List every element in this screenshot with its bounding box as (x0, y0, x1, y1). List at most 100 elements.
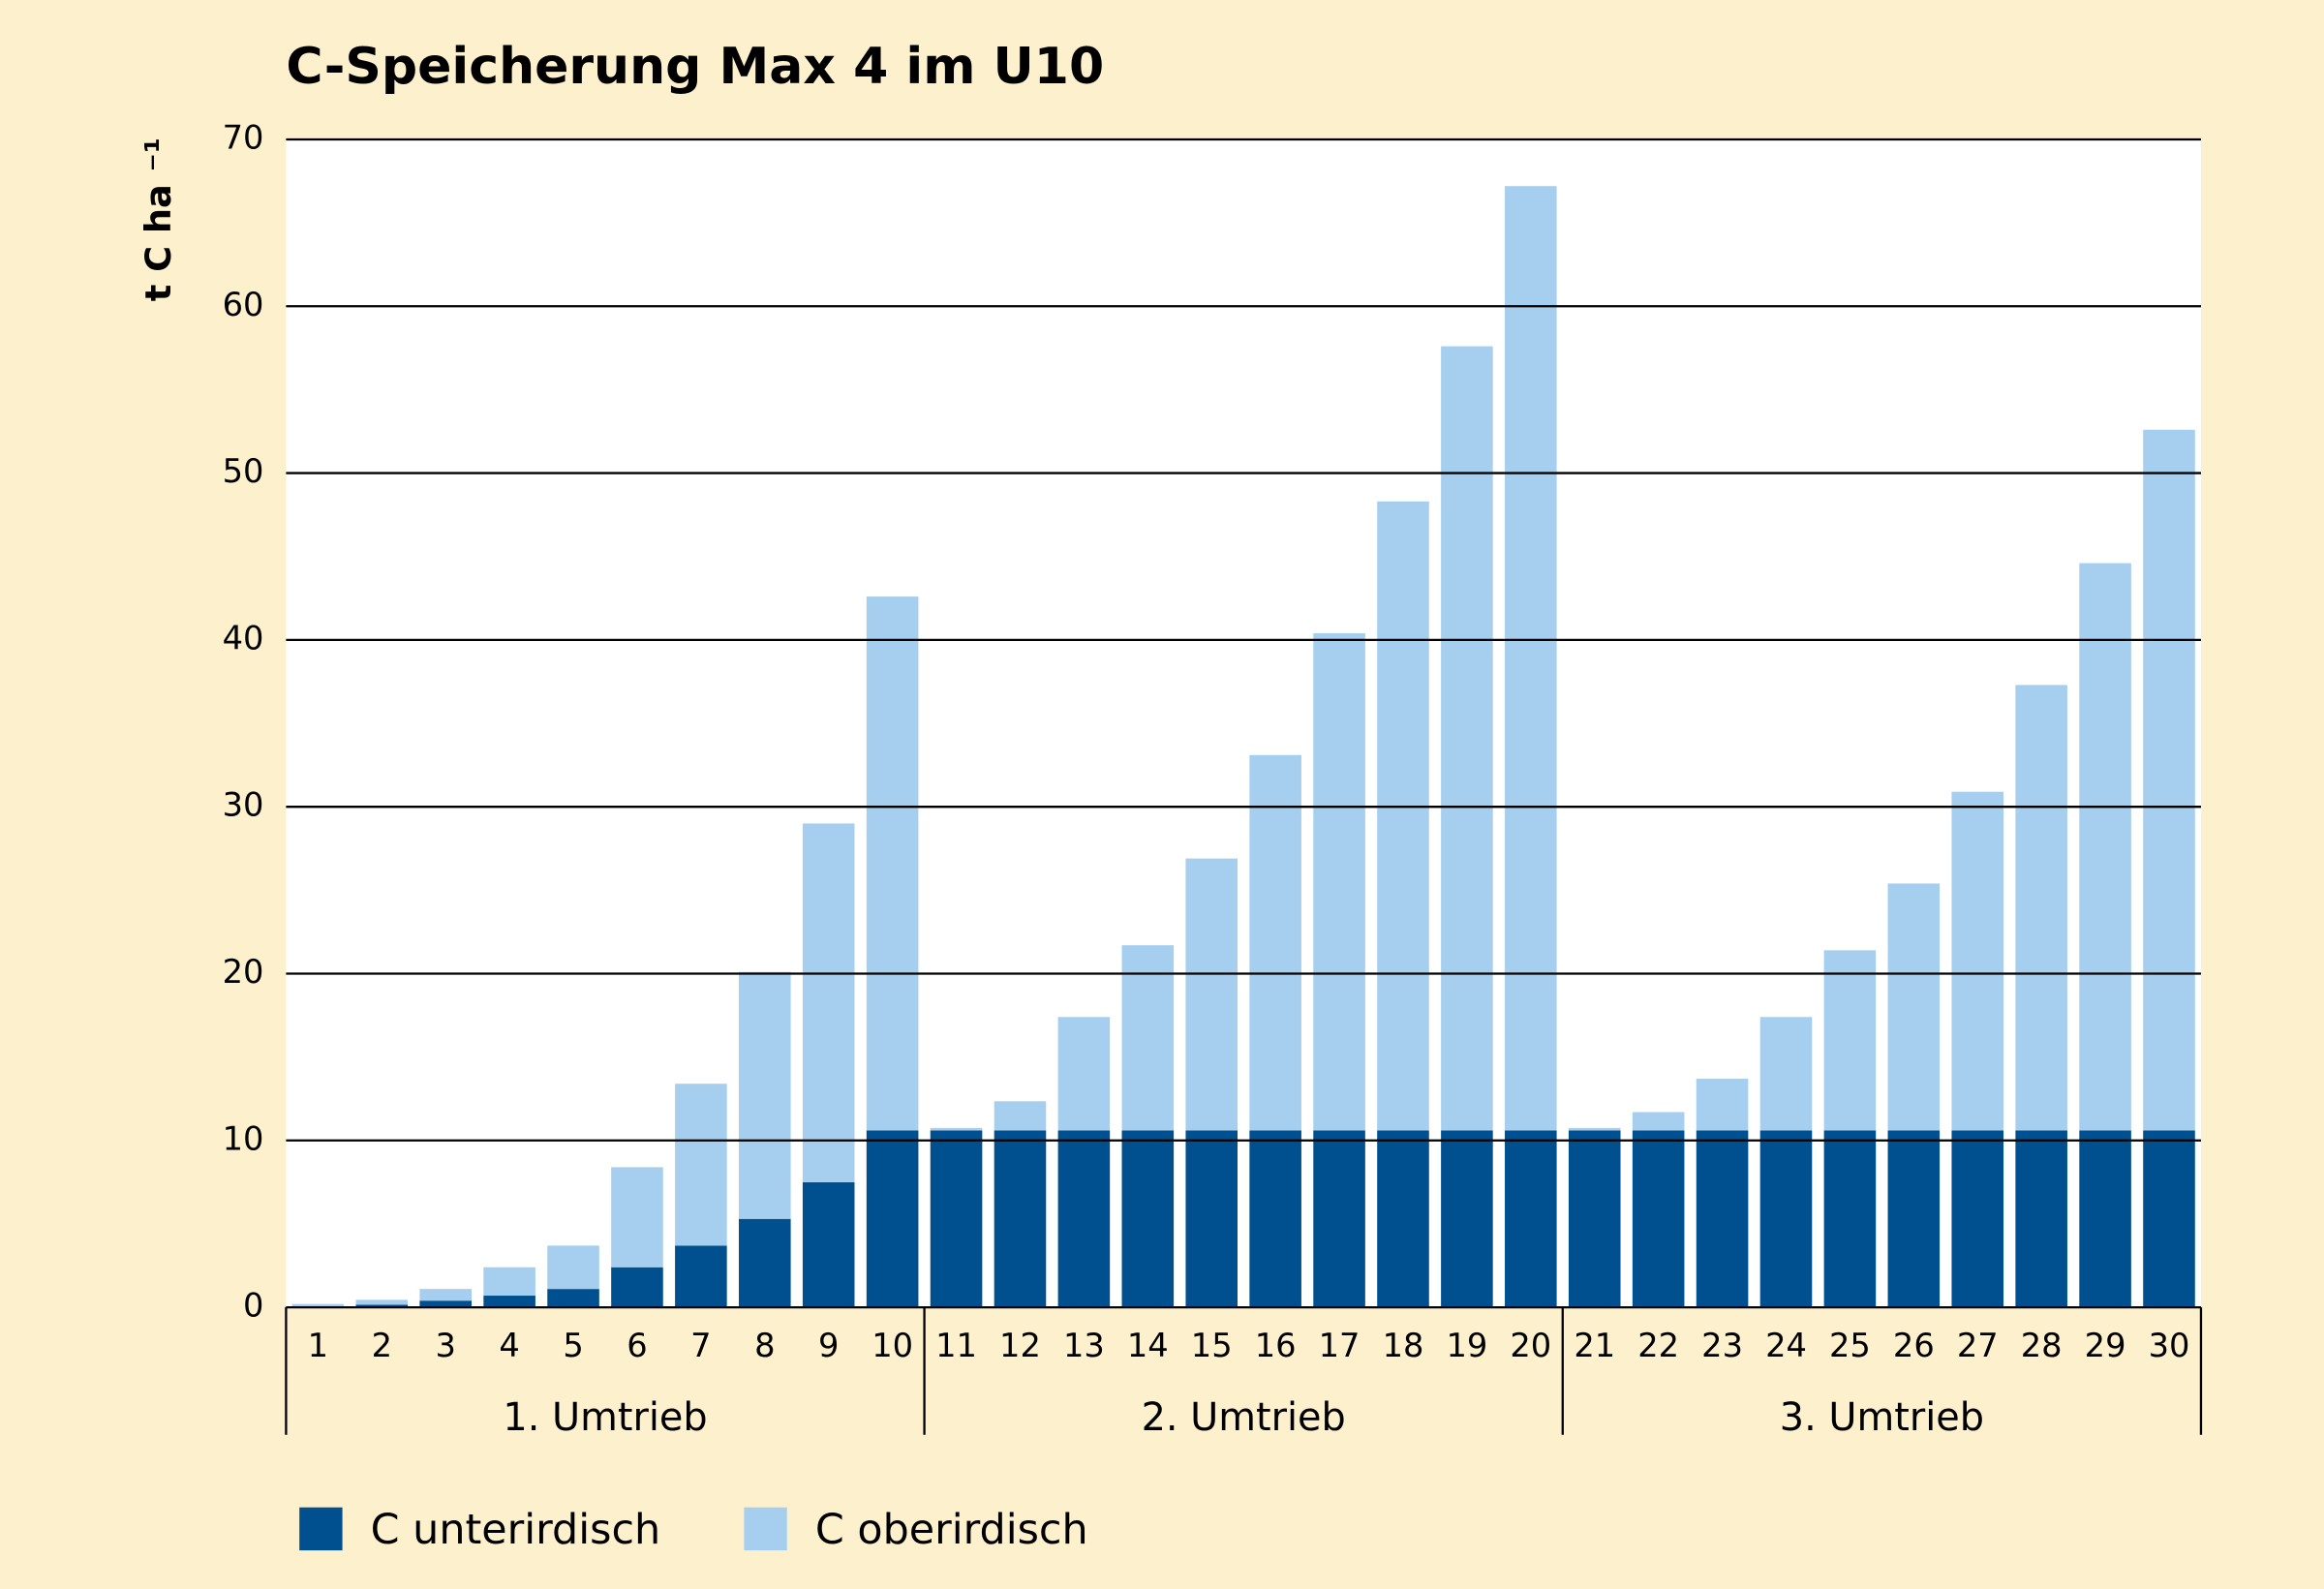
bar-segment (1441, 346, 1493, 1131)
bar-segment (1057, 1130, 1111, 1308)
x-tick-label: 16 (1255, 1327, 1297, 1364)
bar-segment (2079, 563, 2131, 1131)
x-tick-label: 15 (1191, 1327, 1233, 1364)
x-tick-label: 20 (1510, 1327, 1551, 1364)
x-tick-label: 13 (1063, 1327, 1105, 1364)
chart-title: C-Speicherung Max 4 im U10 (286, 38, 1104, 96)
bar-segment (355, 1299, 409, 1305)
x-tick-label: 24 (1765, 1327, 1807, 1364)
x-tick-label: 14 (1127, 1327, 1169, 1364)
bar-segment (2143, 1130, 2195, 1308)
bar-segment (1696, 1079, 1749, 1131)
bar-segment (930, 1127, 983, 1131)
bar-segment (419, 1289, 472, 1301)
x-tick-label: 17 (1319, 1327, 1361, 1364)
x-tick-label: 1 (308, 1327, 328, 1364)
bar-segment (802, 823, 855, 1182)
y-axis-label: t C ha ⁻¹ (138, 138, 179, 301)
bar-segment (1249, 1130, 1301, 1308)
bar-segment (1696, 1130, 1749, 1308)
group-label: 2. Umtrieb (1142, 1395, 1346, 1440)
y-tick-label: 40 (223, 619, 264, 657)
x-tick-label: 18 (1383, 1327, 1424, 1364)
legend-swatch (299, 1507, 343, 1551)
x-tick-label: 19 (1446, 1327, 1487, 1364)
bar-segment (1951, 1130, 2004, 1308)
bar-segment (547, 1289, 599, 1308)
bar-segment (675, 1084, 727, 1246)
bar-segment (1823, 950, 1877, 1131)
bar-segment (1249, 754, 1301, 1131)
bar-segment (802, 1181, 855, 1308)
bar-segment (1759, 1130, 1813, 1308)
x-tick-label: 25 (1829, 1327, 1871, 1364)
group-label: 3. Umtrieb (1780, 1395, 1984, 1440)
x-tick-label: 29 (2085, 1327, 2126, 1364)
x-tick-label: 23 (1701, 1327, 1743, 1364)
bar-segment (1823, 1130, 1877, 1308)
bar-segment (739, 1218, 791, 1308)
bar-segment (355, 1304, 409, 1308)
legend-label: C unterirdisch (371, 1506, 661, 1554)
bar-segment (866, 1130, 919, 1308)
plot-area (286, 138, 2201, 1308)
bar-segment (1759, 1017, 1813, 1131)
x-tick-label: 7 (690, 1327, 711, 1364)
bar-segment (611, 1167, 663, 1268)
x-tick-label: 3 (435, 1327, 455, 1364)
bar-segment (483, 1267, 535, 1297)
y-tick-label: 50 (223, 452, 264, 490)
bar-segment (1505, 186, 1557, 1131)
bar-segment (1185, 1130, 1238, 1308)
y-tick-label: 10 (223, 1119, 264, 1157)
x-tick-label: 4 (499, 1327, 519, 1364)
bar-segment (1887, 883, 1941, 1131)
legend-swatch (744, 1507, 787, 1551)
bar-segment (994, 1130, 1047, 1308)
bar-segment (1441, 1130, 1493, 1308)
bar-segment (1121, 1130, 1175, 1308)
x-tick-label: 10 (872, 1327, 913, 1364)
x-tick-label: 8 (754, 1327, 775, 1364)
x-tick-label: 30 (2149, 1327, 2190, 1364)
y-tick-label: 60 (223, 286, 264, 323)
group-label: 1. Umtrieb (503, 1395, 707, 1440)
x-tick-label: 22 (1637, 1327, 1679, 1364)
x-tick-label: 11 (935, 1327, 977, 1364)
x-tick-label: 9 (818, 1327, 839, 1364)
bar-segment (1121, 945, 1175, 1131)
chart-layer: 1 2 3 4 5 6 7 8 9 10 11 12 13 14 15 16 17 18 19 20 21 22 23 24 2… (223, 118, 2203, 1554)
bar-segment (2015, 1130, 2067, 1308)
y-tick-label: 30 (223, 786, 264, 824)
bar-segment (866, 596, 919, 1131)
bar-segment (1185, 858, 1238, 1131)
bar-segment (2143, 429, 2195, 1131)
bar-segment (1951, 791, 2004, 1131)
y-tick-label: 0 (243, 1287, 263, 1325)
bar-segment (547, 1245, 599, 1290)
legend-label: C oberirdisch (815, 1506, 1088, 1554)
bar-segment (1887, 1130, 1941, 1308)
bar-segment (1632, 1130, 1685, 1308)
bar-segment (1313, 632, 1365, 1131)
bar-segment (419, 1300, 472, 1308)
bar-segment (1632, 1112, 1685, 1131)
bar-segment (930, 1130, 983, 1308)
x-tick-label: 12 (999, 1327, 1041, 1364)
x-tick-label: 27 (1957, 1327, 1999, 1364)
x-tick-label: 2 (372, 1327, 392, 1364)
x-tick-label: 6 (627, 1327, 647, 1364)
bar-segment (483, 1296, 535, 1308)
bar-segment (1377, 1130, 1429, 1308)
bar-segment (1377, 501, 1429, 1131)
x-tick-label: 26 (1893, 1327, 1935, 1364)
bar-segment (611, 1267, 663, 1308)
bar-segment (291, 1303, 345, 1307)
x-tick-label: 5 (563, 1327, 583, 1364)
bar-segment (1057, 1017, 1111, 1131)
bar-segment (1313, 1130, 1365, 1308)
bar-segment (675, 1245, 727, 1308)
bar-segment (2015, 685, 2067, 1131)
bar-segment (739, 971, 791, 1219)
